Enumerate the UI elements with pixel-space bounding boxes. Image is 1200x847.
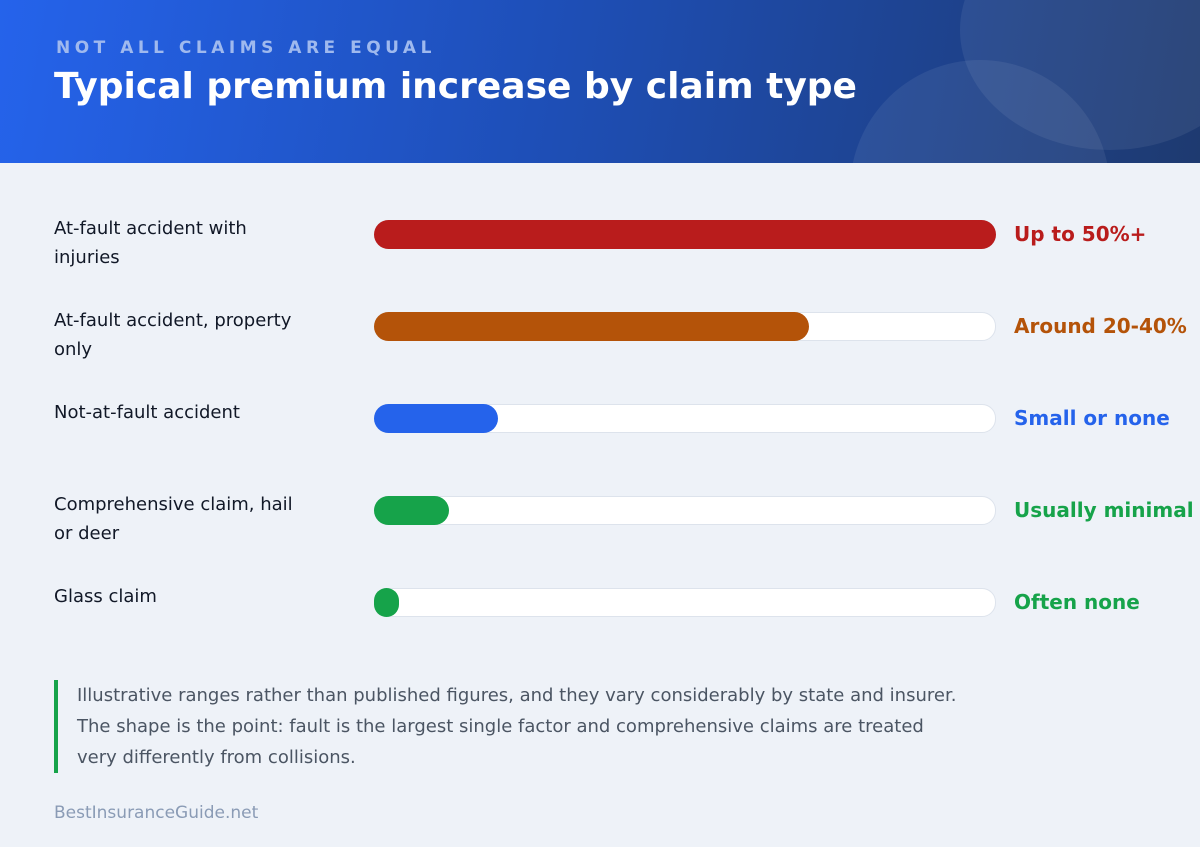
range-label: Up to 50%+	[1014, 221, 1147, 246]
bar-track	[374, 495, 996, 525]
bar	[374, 495, 449, 525]
range-label: Usually minimal	[1014, 497, 1194, 522]
category-label: Not-at-fault accident	[54, 402, 240, 423]
category-label: At-fault accident with injuries	[54, 218, 247, 268]
category-label: At-fault accident, property only	[54, 310, 292, 360]
kicker: NOT ALL CLAIMS ARE EQUAL	[56, 38, 436, 58]
footnote: Illustrative ranges rather than publishe…	[54, 680, 957, 773]
range-label: Small or none	[1014, 405, 1170, 430]
bar-track	[374, 587, 996, 617]
bar	[374, 403, 499, 433]
source: BestInsuranceGuide.net	[54, 803, 259, 823]
category-label: Comprehensive claim, hail or deer	[54, 494, 293, 544]
category-label: Glass claim	[54, 586, 157, 607]
bar	[374, 219, 996, 249]
header: NOT ALL CLAIMS ARE EQUAL Typical premium…	[0, 0, 1200, 163]
chart-title: Typical premium increase by claim type	[54, 66, 857, 107]
bar	[374, 587, 399, 617]
range-label: Often none	[1014, 589, 1140, 614]
range-label: Around 20-40%	[1014, 313, 1187, 338]
bar	[374, 311, 810, 341]
